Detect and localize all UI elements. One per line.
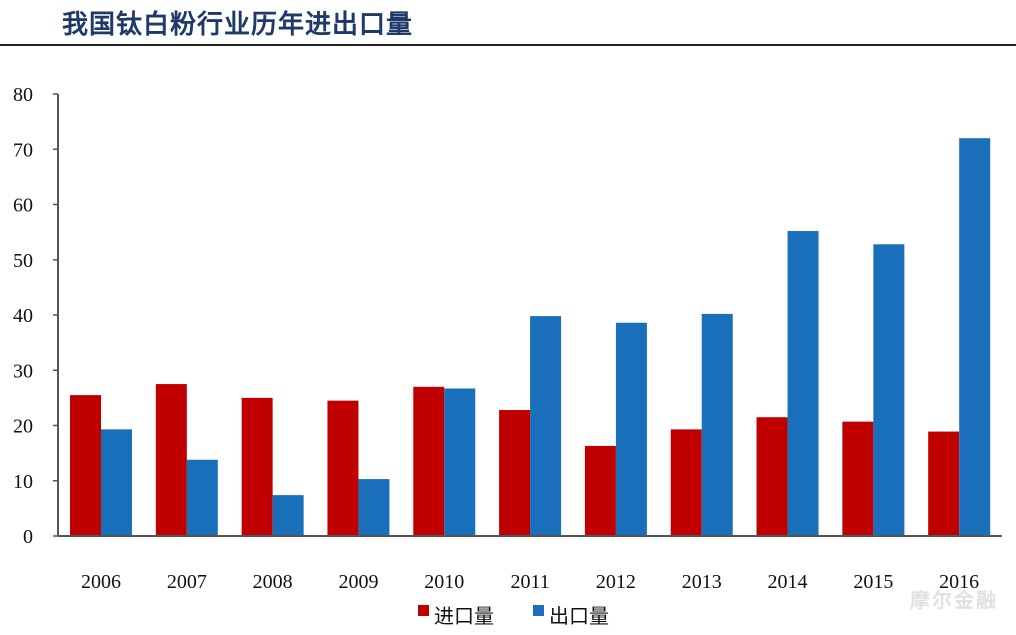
bar-出口量-2011	[530, 316, 562, 536]
bar-进口量-2011	[499, 410, 531, 536]
x-tick-label: 2010	[424, 571, 464, 593]
bar-进口量-2006	[70, 395, 101, 536]
bar-进口量-2013	[670, 429, 702, 536]
x-tick-label: 2016	[939, 571, 979, 593]
x-tick-label: 2011	[510, 571, 549, 593]
x-tick-label: 2007	[167, 571, 207, 593]
x-tick-label: 2012	[596, 571, 636, 593]
bar-出口量-2014	[787, 231, 819, 536]
y-tick-label: 20	[13, 416, 33, 438]
legend-label: 出口量	[549, 604, 609, 628]
bar-出口量-2016	[959, 138, 991, 536]
y-tick-label: 50	[13, 250, 33, 272]
bar-进口量-2014	[756, 417, 788, 536]
legend-label: 进口量	[434, 604, 494, 628]
watermark-logo: 摩尔金融	[910, 588, 998, 612]
bar-出口量-2015	[873, 244, 905, 536]
bar-进口量-2007	[155, 384, 187, 536]
x-tick-label: 2015	[853, 571, 893, 593]
chart-title: 我国钛白粉行业历年进出口量	[62, 10, 414, 40]
x-tick-label: 2008	[253, 571, 293, 593]
bar-进口量-2010	[413, 386, 445, 536]
x-tick-label: 2014	[768, 571, 808, 593]
y-tick-label: 60	[13, 195, 33, 217]
bar-进口量-2008	[241, 397, 273, 536]
x-tick-label: 2009	[338, 571, 378, 593]
bar-进口量-2009	[327, 400, 359, 536]
bar-出口量-2013	[701, 313, 733, 536]
title-divider	[0, 44, 1016, 46]
legend-swatch	[533, 605, 544, 616]
bar-出口量-2009	[358, 479, 390, 536]
bar-进口量-2012	[584, 445, 616, 536]
bar-出口量-2006	[101, 429, 132, 536]
y-tick-label: 30	[13, 360, 33, 382]
y-tick-label: 40	[13, 305, 33, 327]
bar-出口量-2007	[186, 459, 218, 536]
bar-出口量-2010	[444, 388, 476, 536]
bar-出口量-2008	[272, 495, 304, 536]
x-tick-label: 2006	[81, 571, 121, 593]
x-tick-label: 2013	[682, 571, 722, 593]
bar-出口量-2012	[615, 322, 647, 536]
bar-进口量-2015	[842, 421, 874, 536]
bar-进口量-2016	[928, 431, 960, 536]
legend-swatch	[418, 605, 429, 616]
y-tick-label: 0	[23, 526, 33, 548]
y-tick-label: 80	[13, 84, 33, 106]
y-tick-label: 10	[13, 471, 33, 493]
y-tick-label: 70	[13, 139, 33, 161]
